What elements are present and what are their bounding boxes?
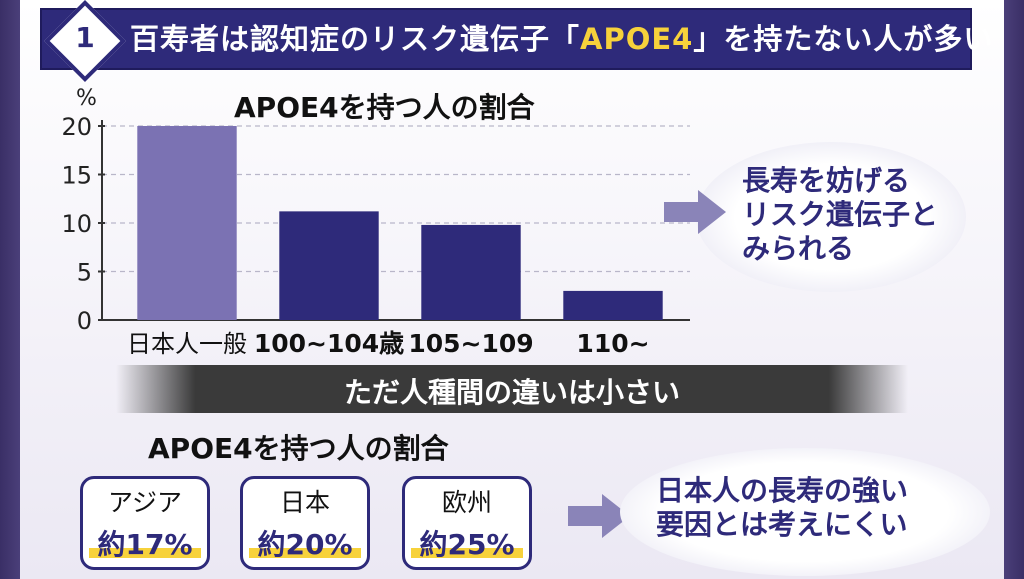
callout-1-line: リスク遺伝子と bbox=[742, 198, 939, 231]
subheading-band bbox=[116, 365, 908, 413]
subheading-text: ただ人種間の違いは小さい bbox=[343, 376, 680, 409]
arrow-right-icon bbox=[664, 190, 726, 234]
title-highlight: APOE4 bbox=[580, 22, 694, 56]
region-box-asia: アジア 約17% bbox=[80, 476, 210, 570]
bar bbox=[279, 211, 379, 320]
header-title: 百寿者は認知症のリスク遺伝子「APOE4」を持たない人が多い bbox=[130, 16, 993, 58]
region-name: アジア bbox=[107, 488, 182, 517]
title-part-1: 百寿者は認知症のリスク遺伝子「 bbox=[130, 22, 581, 56]
y-tick-label: 0 bbox=[77, 307, 92, 335]
header-banner bbox=[40, 8, 972, 70]
bar bbox=[563, 290, 663, 320]
x-tick-label: 105~109 bbox=[408, 329, 533, 358]
region-box-japan: 日本 約20% bbox=[240, 476, 370, 570]
title-part-2: 」を持たない人が多い bbox=[693, 22, 994, 56]
callout-1-line: みられる bbox=[742, 232, 855, 265]
y-tick-label: 20 bbox=[61, 113, 92, 141]
x-tick-label: 100~104歳 bbox=[254, 329, 404, 358]
regions-title: APOE4を持つ人の割合 bbox=[148, 432, 449, 465]
x-tick-label: 日本人一般 bbox=[127, 330, 247, 358]
callout-1-line: 長寿を妨げる bbox=[742, 164, 911, 197]
callout-2-line: 日本人の長寿の強い bbox=[656, 474, 909, 507]
y-tick-label: 15 bbox=[61, 162, 92, 190]
callout-1-text: 長寿を妨げる リスク遺伝子と みられる bbox=[742, 164, 938, 266]
callout-bubble-1 bbox=[696, 142, 966, 292]
x-tick-label: 110~ bbox=[576, 329, 649, 358]
number-badge-label: 1 bbox=[75, 21, 95, 54]
region-name: 日本 bbox=[279, 488, 330, 517]
arrow-right-icon bbox=[568, 494, 630, 538]
region-box-europe: 欧州 約25% bbox=[402, 476, 532, 570]
region-value: 約17% bbox=[89, 523, 201, 563]
y-tick-label: 5 bbox=[77, 259, 92, 287]
region-name: 欧州 bbox=[441, 488, 492, 517]
bar bbox=[421, 224, 521, 320]
bar bbox=[137, 126, 237, 320]
y-axis-unit: % bbox=[76, 86, 97, 111]
region-value: 約25% bbox=[411, 523, 523, 563]
chart-title: APOE4を持つ人の割合 bbox=[234, 91, 535, 124]
callout-2-text: 日本人の長寿の強い 要因とは考えにくい bbox=[656, 474, 908, 542]
region-value: 約20% bbox=[249, 523, 361, 563]
callout-bubble-2 bbox=[620, 448, 990, 576]
y-tick-label: 10 bbox=[61, 210, 92, 238]
callout-2-line: 要因とは考えにくい bbox=[656, 508, 908, 541]
